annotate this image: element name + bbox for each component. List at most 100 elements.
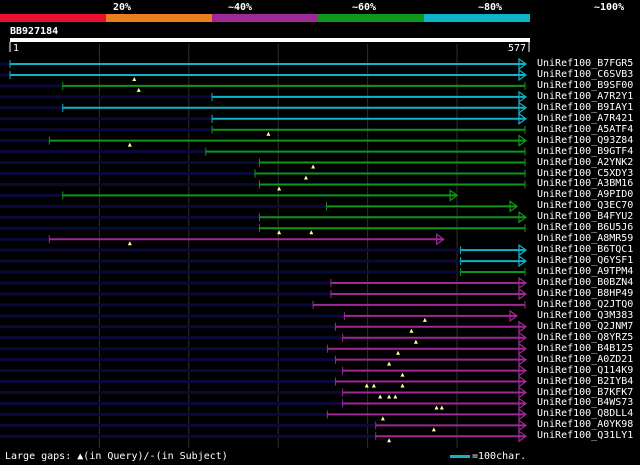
hit-label[interactable]: UniRef100_B6TQC1 bbox=[537, 244, 634, 256]
query-gap-marker-icon bbox=[309, 230, 314, 235]
hit-label[interactable]: UniRef100_Q6YSF1 bbox=[537, 255, 634, 267]
legend-in-query: (in Query)/ bbox=[83, 451, 150, 462]
query-gap-marker-icon bbox=[380, 416, 385, 421]
query-end-label: 577 bbox=[508, 43, 527, 54]
query-id: BB927184 bbox=[10, 26, 59, 37]
query-gap-marker-icon bbox=[378, 394, 383, 399]
hit-label[interactable]: UniRef100_Q8YRZ5 bbox=[537, 331, 634, 343]
hit-arrow-icon bbox=[518, 287, 528, 301]
query-gap-marker-icon bbox=[387, 361, 392, 366]
hit-label[interactable]: UniRef100_Q3EC70 bbox=[537, 200, 634, 212]
hit-label[interactable]: UniRef100_B9GTF4 bbox=[537, 145, 634, 157]
hit-arrow-icon bbox=[518, 101, 528, 114]
legend-gaps-text: Large gaps: bbox=[5, 451, 72, 462]
query-gap-marker-icon bbox=[431, 427, 436, 432]
hit-label[interactable]: UniRef100_B2IYB4 bbox=[537, 375, 634, 387]
hit-arrow-icon bbox=[518, 243, 528, 257]
scale-segment-1 bbox=[106, 14, 212, 22]
hit-label[interactable]: UniRef100_A2YNK2 bbox=[537, 156, 634, 168]
query-gap-marker-icon bbox=[371, 383, 376, 388]
query-gap-marker-icon bbox=[396, 350, 401, 355]
hit-arrow-icon bbox=[518, 331, 528, 344]
query-gap-marker-icon bbox=[400, 383, 405, 388]
hit-arrow-icon bbox=[518, 375, 528, 388]
hit-arrow-icon bbox=[518, 276, 528, 290]
hit-label[interactable]: UniRef100_A0ZD21 bbox=[537, 353, 634, 365]
scale-bar-icon bbox=[450, 454, 470, 458]
query-gap-marker-icon bbox=[387, 438, 392, 443]
hit-arrow-icon bbox=[518, 353, 528, 366]
legend-large-gaps: Large gaps: ▲(in Query)/-(in Subject) bbox=[5, 452, 228, 462]
query-gap-marker-icon bbox=[127, 142, 132, 147]
hit-arrow-icon bbox=[518, 364, 528, 377]
scale-label-100: ~100% bbox=[594, 2, 625, 13]
hit-label[interactable]: UniRef100_C6SVB3 bbox=[537, 68, 634, 80]
hit-label[interactable]: UniRef100_B0BZN4 bbox=[537, 277, 634, 288]
hit-label[interactable]: UniRef100_B8HP49 bbox=[537, 287, 634, 299]
hit-label[interactable]: UniRef100_B4FYU2 bbox=[537, 211, 634, 223]
hit-label[interactable]: UniRef100_B9IAY1 bbox=[537, 101, 634, 113]
scale-segment-0 bbox=[0, 14, 106, 22]
legend-dash: - bbox=[149, 451, 156, 462]
hit-arrow-icon bbox=[518, 397, 528, 410]
hit-arrow-icon bbox=[518, 342, 528, 355]
scale-segment-2 bbox=[212, 14, 318, 22]
query-gap-marker-icon bbox=[277, 186, 282, 191]
query-gap-marker-icon bbox=[434, 405, 439, 410]
hit-label[interactable]: UniRef100_Q31LY1 bbox=[537, 430, 634, 442]
hit-label[interactable]: UniRef100_B7KFK7 bbox=[537, 386, 634, 398]
hit-label[interactable]: UniRef100_A5ATF4 bbox=[537, 123, 634, 135]
hit-label[interactable]: UniRef100_B6U5J6 bbox=[537, 222, 634, 234]
hit-label[interactable]: UniRef100_Q2JTQ0 bbox=[537, 298, 634, 310]
hit-label[interactable]: UniRef100_Q3M383 bbox=[537, 309, 634, 321]
hit-label[interactable]: UniRef100_B4WS73 bbox=[537, 397, 634, 409]
hit-label[interactable]: UniRef100_B7FGR5 bbox=[537, 58, 634, 69]
query-gap-marker-icon bbox=[409, 328, 414, 333]
hit-label[interactable]: UniRef100_A0YK98 bbox=[537, 419, 634, 431]
hit-label[interactable]: UniRef100_A8MR59 bbox=[537, 233, 634, 245]
hit-arrow-icon bbox=[436, 233, 445, 246]
legend-scale: =100char. bbox=[450, 452, 526, 462]
query-gap-marker-icon bbox=[413, 339, 418, 344]
hit-arrow-icon bbox=[518, 386, 528, 399]
query-gap-marker-icon bbox=[400, 372, 405, 377]
hit-label[interactable]: UniRef100_A9PID0 bbox=[537, 189, 634, 201]
hit-label[interactable]: UniRef100_A3BM16 bbox=[537, 178, 634, 190]
hit-label[interactable]: UniRef100_Q2JNM7 bbox=[537, 320, 634, 332]
query-gap-marker-icon bbox=[364, 383, 369, 388]
scale-label-40: ~40% bbox=[228, 2, 253, 13]
hit-label[interactable]: UniRef100_C5XDY3 bbox=[537, 167, 634, 179]
hit-arrow-icon bbox=[509, 309, 519, 323]
hit-label[interactable]: UniRef100_A7R421 bbox=[537, 112, 634, 124]
hit-arrow-icon bbox=[518, 68, 528, 82]
query-gap-marker-icon bbox=[127, 241, 132, 246]
legend-scale-text: =100char. bbox=[472, 451, 527, 462]
hit-label[interactable]: UniRef100_Q8DLL4 bbox=[537, 408, 634, 420]
hit-label[interactable]: UniRef100_Q114K9 bbox=[537, 364, 634, 376]
scale-label-80: ~80% bbox=[478, 2, 503, 13]
hit-label[interactable]: UniRef100_B4B125 bbox=[537, 342, 634, 354]
query-gap-marker-icon bbox=[422, 317, 427, 322]
query-gap-marker-icon bbox=[136, 87, 141, 92]
hit-arrow-icon bbox=[518, 90, 528, 104]
hit-arrow-icon bbox=[518, 320, 528, 333]
hit-arrow-icon bbox=[449, 189, 459, 202]
hit-label[interactable]: UniRef100_A9TPM4 bbox=[537, 266, 634, 278]
hit-arrow-icon bbox=[518, 57, 528, 71]
scale-segment-4 bbox=[424, 14, 530, 22]
legend-in-subject: (in Subject) bbox=[155, 451, 228, 462]
query-gap-marker-icon bbox=[277, 230, 282, 235]
hit-label[interactable]: UniRef100_Q93Z84 bbox=[537, 134, 634, 146]
query-gap-marker-icon bbox=[132, 76, 137, 81]
query-gap-marker-icon bbox=[387, 394, 392, 399]
hit-arrow-icon bbox=[509, 200, 519, 213]
query-gap-marker-icon: ▲ bbox=[77, 451, 84, 462]
hit-arrow-icon bbox=[518, 254, 528, 268]
hit-arrow-icon bbox=[518, 134, 528, 147]
query-gap-marker-icon bbox=[303, 175, 308, 180]
hit-label[interactable]: UniRef100_B9SF00 bbox=[537, 79, 634, 91]
query-start-label: 1 bbox=[13, 43, 20, 54]
hit-label[interactable]: UniRef100_A7R2Y1 bbox=[537, 90, 634, 102]
hit-arrow-icon bbox=[518, 112, 528, 125]
